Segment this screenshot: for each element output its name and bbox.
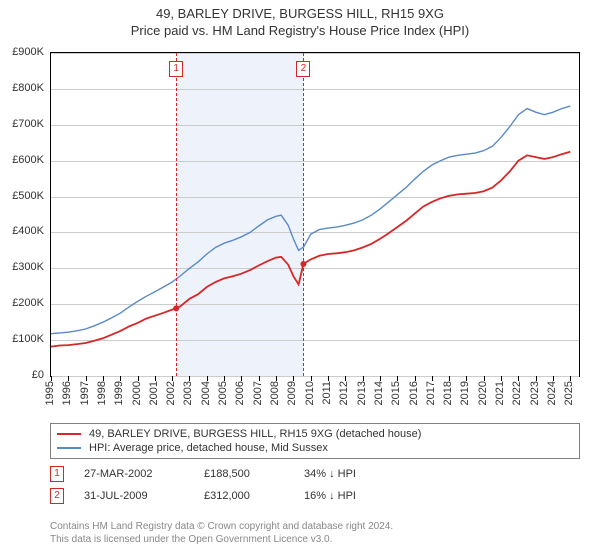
footer-line2: This data is licensed under the Open Gov… (50, 533, 580, 546)
x-tick-label: 2021 (494, 381, 506, 405)
transaction-table: 1 27-MAR-2002 £188,500 34% ↓ HPI 2 31-JUL-200… (50, 463, 580, 507)
marker-box: 1 (169, 61, 183, 77)
x-tick-label: 1999 (113, 381, 125, 405)
chart-svg (51, 53, 579, 376)
x-tick-label: 2000 (131, 381, 143, 405)
title-block: 49, BARLEY DRIVE, BURGESS HILL, RH15 9XG… (0, 0, 600, 38)
transaction-marker: 2 (50, 488, 64, 504)
x-tick-label: 1995 (44, 381, 56, 405)
x-tick-label: 2025 (563, 381, 575, 405)
legend-label-paid: 49, BARLEY DRIVE, BURGESS HILL, RH15 9XG… (89, 428, 421, 440)
transaction-date: 27-MAR-2002 (84, 468, 184, 480)
y-tick-label: £700K (12, 118, 44, 130)
x-tick-label: 2016 (408, 381, 420, 405)
x-tick-label: 2012 (338, 381, 350, 405)
y-tick-label: £600K (12, 154, 44, 166)
x-tick-label: 2011 (321, 381, 333, 405)
series-line (51, 152, 570, 347)
marker-dashed-line (303, 53, 304, 376)
legend-row-paid: 49, BARLEY DRIVE, BURGESS HILL, RH15 9XG… (57, 427, 573, 441)
x-tick-label: 2002 (165, 381, 177, 405)
transaction-row: 2 31-JUL-2009 £312,000 16% ↓ HPI (50, 485, 580, 507)
legend-box: 49, BARLEY DRIVE, BURGESS HILL, RH15 9XG… (50, 423, 580, 459)
legend-swatch-hpi (57, 447, 81, 449)
x-tick-label: 2010 (304, 381, 316, 405)
x-tick-label: 2024 (546, 381, 558, 405)
y-tick-label: £100K (12, 333, 44, 345)
y-tick-label: £800K (12, 82, 44, 94)
series-line (51, 106, 570, 334)
chart-container: 49, BARLEY DRIVE, BURGESS HILL, RH15 9XG… (0, 0, 600, 560)
marker-box: 2 (296, 61, 310, 77)
x-tick-label: 2018 (442, 381, 454, 405)
y-tick-label: £400K (12, 225, 44, 237)
x-tick-label: 2023 (529, 381, 541, 405)
x-tick-label: 2001 (148, 381, 160, 405)
y-tick-label: £500K (12, 190, 44, 202)
y-axis-labels: £0£100K£200K£300K£400K£500K£600K£700K£80… (0, 52, 48, 377)
x-tick-label: 2006 (234, 381, 246, 405)
x-tick-label: 2020 (477, 381, 489, 405)
title-address: 49, BARLEY DRIVE, BURGESS HILL, RH15 9XG (0, 6, 600, 21)
title-subtitle: Price paid vs. HM Land Registry's House … (0, 23, 600, 38)
chart-plot-area: 12 (50, 52, 580, 377)
x-tick-label: 1996 (61, 381, 73, 405)
x-tick-label: 2008 (269, 381, 281, 405)
transaction-pct: 16% ↓ HPI (304, 490, 404, 502)
transaction-marker: 1 (50, 466, 64, 482)
x-tick-label: 2003 (182, 381, 194, 405)
transaction-date: 31-JUL-2009 (84, 490, 184, 502)
x-tick-label: 2022 (511, 381, 523, 405)
y-tick-label: £900K (12, 46, 44, 58)
x-tick-label: 2015 (390, 381, 402, 405)
x-tick-label: 1997 (79, 381, 91, 405)
x-tick-label: 2007 (252, 381, 264, 405)
transaction-pct: 34% ↓ HPI (304, 468, 404, 480)
x-tick-label: 2017 (425, 381, 437, 405)
transaction-price: £188,500 (204, 468, 284, 480)
legend-swatch-paid (57, 433, 81, 435)
marker-dashed-line (176, 53, 177, 376)
legend-label-hpi: HPI: Average price, detached house, Mid … (89, 442, 328, 454)
x-tick-label: 2019 (459, 381, 471, 405)
y-tick-label: £0 (32, 369, 44, 381)
footer-line1: Contains HM Land Registry data © Crown c… (50, 520, 580, 533)
transaction-price: £312,000 (204, 490, 284, 502)
transaction-row: 1 27-MAR-2002 £188,500 34% ↓ HPI (50, 463, 580, 485)
y-tick-label: £200K (12, 297, 44, 309)
x-tick-label: 2013 (356, 381, 368, 405)
x-tick-label: 2005 (217, 381, 229, 405)
y-tick-label: £300K (12, 261, 44, 273)
x-tick-label: 2014 (373, 381, 385, 405)
x-tick-label: 2009 (286, 381, 298, 405)
x-tick-label: 1998 (96, 381, 108, 405)
legend-row-hpi: HPI: Average price, detached house, Mid … (57, 441, 573, 455)
x-tick-label: 2004 (200, 381, 212, 405)
footer-attribution: Contains HM Land Registry data © Crown c… (50, 520, 580, 546)
